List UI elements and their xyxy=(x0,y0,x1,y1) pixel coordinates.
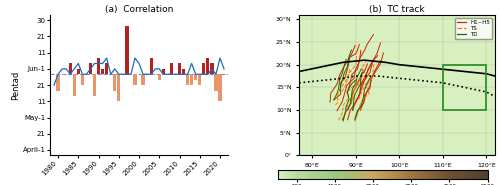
Bar xyxy=(89,63,92,74)
Bar xyxy=(76,69,80,74)
Bar xyxy=(198,74,202,85)
Bar xyxy=(214,74,218,90)
Bar xyxy=(56,74,59,90)
Bar xyxy=(150,58,153,74)
Bar xyxy=(113,74,116,90)
Bar xyxy=(101,69,104,74)
Title: (b)  TC track: (b) TC track xyxy=(369,5,425,14)
Bar xyxy=(182,69,185,74)
Bar xyxy=(68,63,72,74)
Bar xyxy=(178,63,181,74)
Bar xyxy=(105,63,108,74)
Bar xyxy=(443,65,486,110)
Bar xyxy=(97,58,100,74)
Title: (a)  Correlation: (a) Correlation xyxy=(105,5,173,14)
Bar xyxy=(190,74,194,85)
Legend: H1~H5, TS, TD: H1~H5, TS, TD xyxy=(455,18,492,39)
Bar xyxy=(93,74,96,96)
Bar xyxy=(210,63,214,74)
Bar xyxy=(134,74,136,85)
Bar xyxy=(194,74,198,80)
Bar xyxy=(81,74,84,85)
Bar xyxy=(142,74,144,85)
Bar xyxy=(186,74,189,85)
Bar xyxy=(162,69,165,74)
Bar xyxy=(202,63,205,74)
Bar xyxy=(218,74,222,101)
Bar xyxy=(170,63,173,74)
Bar xyxy=(206,58,210,74)
Bar xyxy=(117,74,120,101)
Y-axis label: Pentad: Pentad xyxy=(11,70,20,100)
Bar xyxy=(158,74,161,80)
Bar xyxy=(126,26,128,74)
Bar xyxy=(72,74,76,96)
